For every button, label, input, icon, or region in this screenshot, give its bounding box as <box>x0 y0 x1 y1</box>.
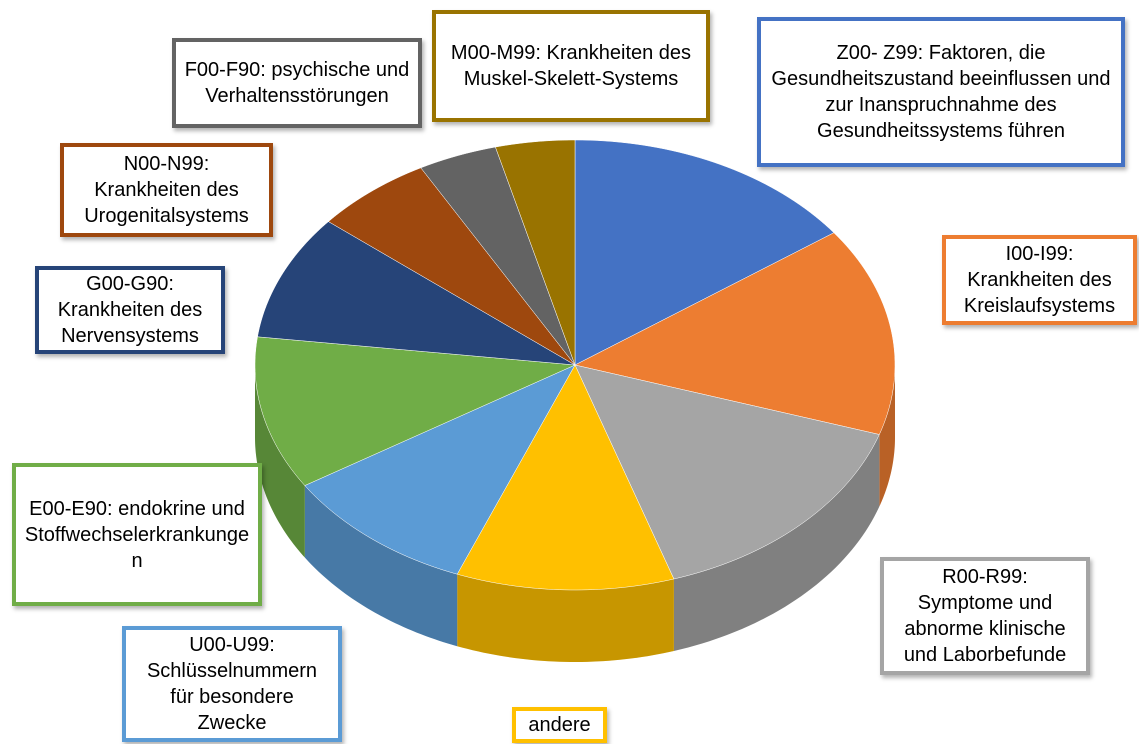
slice <box>254 336 576 486</box>
slice <box>456 364 675 591</box>
slice <box>328 167 576 366</box>
slice-side <box>673 434 880 651</box>
slice-label: Z00- Z99: Faktoren, die Gesundheitszusta… <box>757 17 1125 167</box>
slice-side-shade <box>673 434 880 651</box>
slice <box>574 364 880 580</box>
slice-label: andere <box>512 707 607 743</box>
slice-label: G00-G90: Krankheiten des Nervensystems <box>35 266 225 354</box>
slice <box>574 139 835 366</box>
slice-side <box>457 574 674 662</box>
slice <box>304 364 576 575</box>
slice-label: I00-I99: Krankheiten des Kreislaufsystem… <box>942 235 1137 325</box>
slice-side-shade <box>304 485 458 647</box>
slice-label: M00-M99: Krankheiten des Muskel-Skelett-… <box>432 10 710 122</box>
slice-label: F00-F90: psychische und Verhaltensstörun… <box>172 38 422 128</box>
slice-side-shade <box>457 574 674 662</box>
slice-side <box>255 365 305 558</box>
slice <box>574 232 896 435</box>
slice-side <box>304 485 458 647</box>
slice <box>495 139 576 366</box>
slice <box>257 221 576 366</box>
slice-side-shade <box>255 365 305 558</box>
slice-label: U00-U99: Schlüsselnummern für besondere … <box>122 626 342 742</box>
slice-label: E00-E90: endokrine und Stoffwechselerkra… <box>12 463 262 606</box>
slice-label: N00-N99: Krankheiten des Urogenitalsyste… <box>60 143 273 237</box>
slice-label: R00-R99: Symptome und abnorme klinische … <box>880 557 1090 675</box>
slice <box>420 146 576 366</box>
